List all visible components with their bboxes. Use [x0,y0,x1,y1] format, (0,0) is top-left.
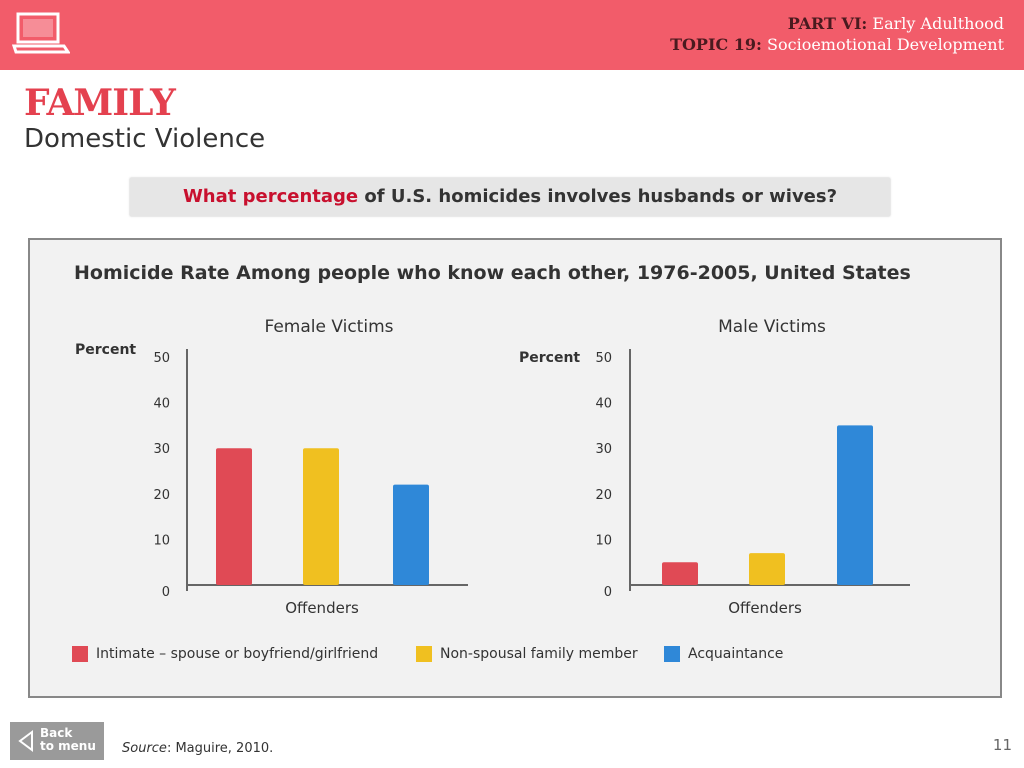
male-ytick-label: 50 [595,351,612,366]
male-ylabel: Percent [519,350,581,366]
question-highlight: What percentage [182,186,359,207]
topic-label: TOPIC 19: Socioemotional Development [670,35,1004,54]
page-subtitle: Domestic Violence [24,124,266,154]
male-chart-subtitle: Male Victims [718,317,826,337]
male-ytick-label: 0 [604,585,612,600]
question-rest: of U.S. homicides involves husbands or w… [358,186,838,207]
laptop-icon [12,12,70,54]
male-bar-2 [837,425,873,585]
legend-item-intimate: Intimate – spouse or boyfriend/girlfrien… [72,646,378,662]
female-ylabel: Percent [75,342,137,358]
female-xlabel: Offenders [285,599,359,617]
male-ytick-label: 40 [595,397,612,412]
legend-item-family: Non-spousal family member [416,646,638,662]
female-ytick-label: 40 [153,397,170,412]
female-ytick-label: 10 [153,533,170,548]
male-ytick-label: 10 [595,533,612,548]
female-ytick-label: 0 [162,585,170,600]
legend-swatch [664,646,680,662]
female-chart-subtitle: Female Victims [264,317,394,337]
female-ytick-label: 50 [153,351,170,366]
female-bar-0 [216,448,252,585]
female-ytick-label: 30 [153,442,170,457]
male-bar-0 [662,562,698,585]
legend-swatch [416,646,432,662]
chart-title: Homicide Rate Among people who know each… [74,262,911,284]
question-banner: What percentage of U.S. homicides involv… [130,178,890,216]
page-title: FAMILY [24,82,176,124]
header-bar: PART VI: Early Adulthood TOPIC 19: Socio… [0,0,1024,70]
female-ytick-label: 20 [153,488,170,503]
part-label: PART VI: Early Adulthood [787,14,1004,33]
male-bar-1 [749,553,785,585]
male-ytick-label: 30 [595,442,612,457]
back-to-menu-button[interactable]: Back to menu [10,722,104,760]
male-ytick-label: 20 [595,488,612,503]
legend-swatch [72,646,88,662]
back-arrow-icon [18,730,33,752]
male-xlabel: Offenders [728,599,802,617]
legend-item-acquaintance: Acquaintance [664,646,783,662]
source-citation: Source: Maguire, 2010. [122,741,274,756]
female-bar-1 [303,448,339,585]
page-number: 11 [992,736,1012,754]
female-bar-2 [393,484,429,585]
